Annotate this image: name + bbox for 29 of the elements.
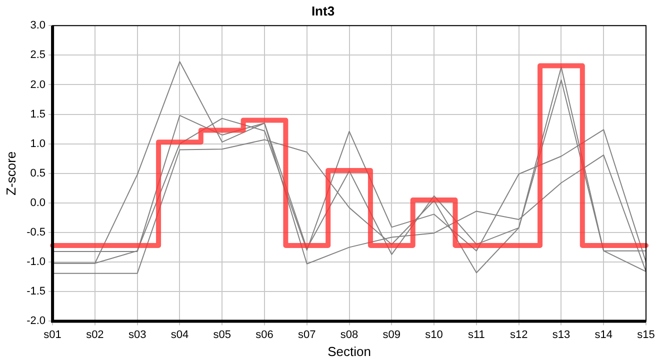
x-tick-label: s01 xyxy=(44,328,62,341)
x-tick-label: s05 xyxy=(213,328,231,341)
chart-title: Int3 xyxy=(311,3,335,18)
y-tick-label: -0.5 xyxy=(26,226,46,239)
y-tick-label: 2.0 xyxy=(30,78,46,91)
y-tick-label: 1.0 xyxy=(30,138,46,150)
y-tick-label: -2.0 xyxy=(26,315,46,328)
x-tick-label: s02 xyxy=(86,328,104,341)
y-tick-label: 1.5 xyxy=(30,108,46,120)
x-tick-label: s15 xyxy=(637,328,655,341)
x-tick-label: s08 xyxy=(340,328,358,341)
x-tick-label: s12 xyxy=(510,328,528,341)
y-tick-label: 0.0 xyxy=(30,196,46,209)
x-tick-label: s10 xyxy=(425,328,443,341)
y-tick-label: 0.5 xyxy=(30,167,46,180)
x-tick-label: s11 xyxy=(468,328,485,341)
y-tick-label: -1.0 xyxy=(26,256,46,268)
x-tick-label: s14 xyxy=(594,328,612,341)
y-tick-label: -1.5 xyxy=(26,286,46,298)
y-axis-title: Z-score xyxy=(3,151,18,196)
x-tick-label: s03 xyxy=(128,328,146,341)
y-tick-label: 2.5 xyxy=(30,49,46,62)
x-tick-label: s07 xyxy=(298,328,316,341)
x-tick-label: s13 xyxy=(552,328,570,341)
y-tick-label: 3.0 xyxy=(30,20,46,32)
x-axis-title: Section xyxy=(328,344,371,359)
x-tick-label: s09 xyxy=(382,328,401,341)
x-tick-label: s04 xyxy=(170,328,189,341)
x-tick-label: s06 xyxy=(256,328,274,341)
